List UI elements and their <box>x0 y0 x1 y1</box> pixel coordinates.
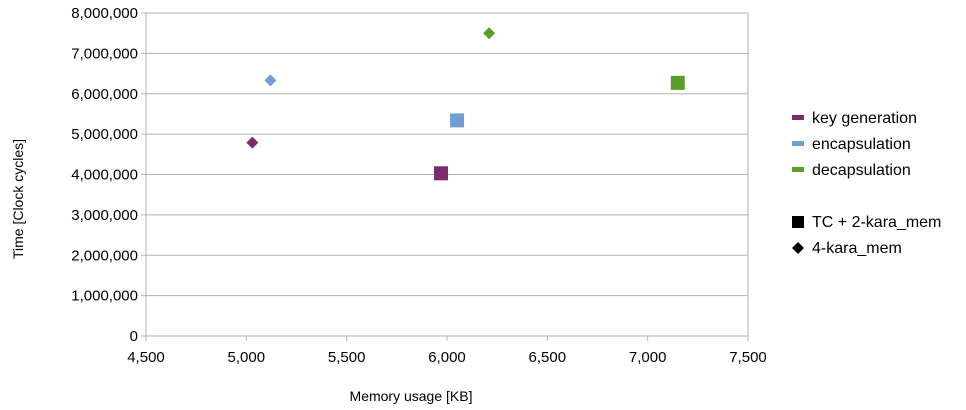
legend-marker-label: 4-kara_mem <box>812 240 902 257</box>
legend-swatch <box>792 141 804 146</box>
y-tick-label: 0 <box>130 328 138 345</box>
legend-marker-label: TC + 2-kara_mem <box>812 214 941 231</box>
data-point-square <box>670 75 685 90</box>
y-tick-label: 4,000,000 <box>71 167 138 184</box>
legend-marker-diamond <box>792 242 804 254</box>
legend: key generation encapsulation decapsulation… <box>792 110 941 257</box>
y-tick-label: 1,000,000 <box>71 288 138 305</box>
x-tick-label: 4,500 <box>127 349 165 366</box>
legend-swatch <box>792 167 804 172</box>
y-axis-title: Time [Clock cycles] <box>10 139 26 259</box>
legend-swatch <box>792 115 804 120</box>
data-points <box>246 27 685 181</box>
x-tick-label: 6,500 <box>529 349 567 366</box>
legend-label: decapsulation <box>812 162 911 179</box>
x-tick-label: 5,500 <box>328 349 366 366</box>
data-point-square <box>433 166 448 181</box>
x-tick-label: 6,000 <box>428 349 466 366</box>
data-point-diamond <box>246 136 259 149</box>
x-tick-label: 7,000 <box>629 349 667 366</box>
legend-label: key generation <box>812 110 917 127</box>
data-point-square <box>450 113 465 128</box>
x-tick-label: 5,000 <box>228 349 266 366</box>
x-tick-label: 7,500 <box>729 349 767 366</box>
x-axis-tick-labels: 4,500 5,000 5,500 6,000 6,500 7,000 7,500 <box>127 349 767 366</box>
legend-marker-square <box>792 216 804 228</box>
y-tick-label: 2,000,000 <box>71 247 138 264</box>
x-axis-title: Memory usage [KB] <box>350 388 473 404</box>
legend-label: encapsulation <box>812 136 911 153</box>
y-tick-label: 5,000,000 <box>71 126 138 143</box>
y-tick-label: 7,000,000 <box>71 45 138 62</box>
y-tick-label: 8,000,000 <box>71 5 138 22</box>
y-tick-label: 3,000,000 <box>71 207 138 224</box>
y-axis-tick-labels: 0 1,000,000 2,000,000 3,000,000 4,000,000 5,0… <box>71 5 138 345</box>
data-point-diamond <box>264 74 277 87</box>
y-tick-label: 6,000,000 <box>71 86 138 103</box>
data-point-diamond <box>483 27 496 40</box>
